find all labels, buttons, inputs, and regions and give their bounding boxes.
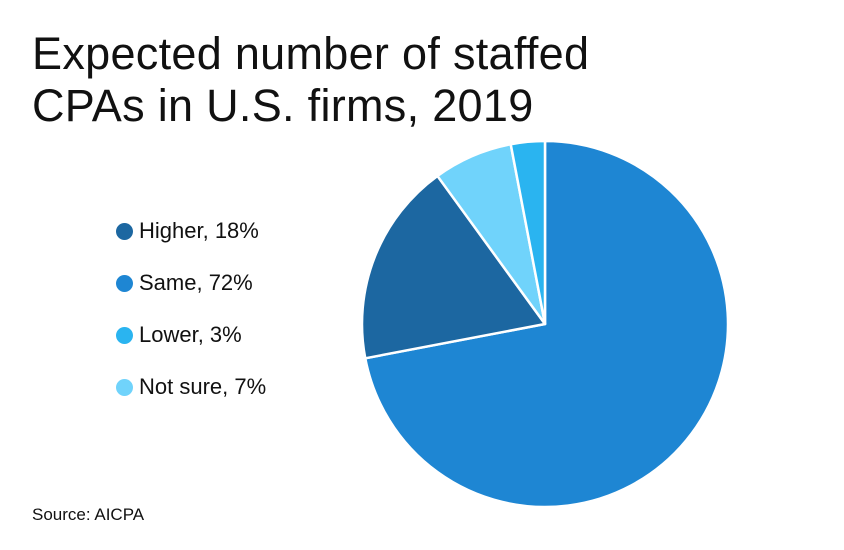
legend-label-same: Same, 72%: [139, 270, 253, 295]
chart-title: Expected number of staffed CPAs in U.S. …: [32, 28, 589, 132]
chart-title-line-2: CPAs in U.S. firms, 2019: [32, 80, 534, 131]
pie-slice-higher: [360, 174, 547, 360]
legend-label-lower: Lower, 3%: [139, 322, 242, 347]
legend-swatch-not-sure: [116, 378, 133, 396]
legend-label-not-sure: Not sure, 7%: [139, 374, 267, 399]
legend-swatch-lower: [116, 326, 133, 344]
legend-swatch-higher: [116, 222, 133, 240]
pie-slice-same: [363, 139, 730, 509]
legend-item-same: Same, 72%: [116, 257, 266, 309]
pie-slice-lower: [509, 139, 547, 326]
chart-title-line-1: Expected number of staffed: [32, 28, 590, 79]
legend-swatch-same: [116, 274, 133, 292]
legend-item-not-sure: Not sure, 7%: [116, 361, 266, 413]
legend: Higher, 18% Same, 72% Lower, 3% Not sure…: [116, 205, 266, 413]
legend-label-higher: Higher, 18%: [139, 218, 259, 243]
source-note: Source: AICPA: [32, 505, 145, 524]
legend-item-higher: Higher, 18%: [116, 205, 266, 257]
legend-item-lower: Lower, 3%: [116, 309, 266, 361]
